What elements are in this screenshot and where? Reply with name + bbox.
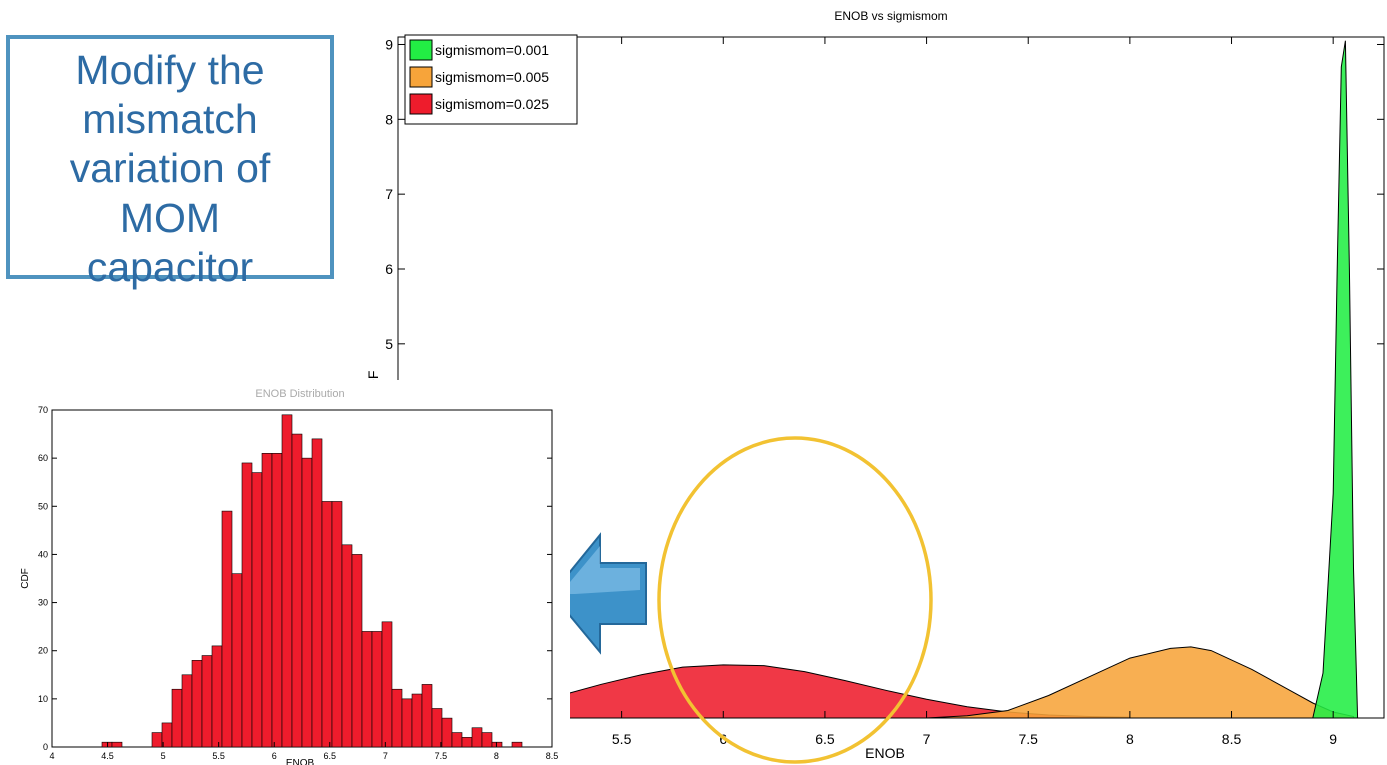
histogram-bar	[301, 457, 313, 748]
y-tick-label: 7	[385, 186, 393, 202]
histogram-bar	[351, 554, 363, 748]
histogram-bar	[411, 693, 423, 748]
x-tick-label: 5.5	[612, 731, 632, 747]
histogram-bar	[171, 688, 183, 748]
callout-line: mismatch	[82, 96, 258, 143]
histogram-bar	[481, 732, 493, 748]
histogram-bar	[421, 684, 433, 748]
inset-y-tick-label: 70	[38, 405, 48, 415]
histogram-bar	[371, 631, 383, 748]
histogram-bar	[431, 708, 443, 748]
histogram-bar	[491, 741, 503, 748]
x-tick-label: 7	[923, 731, 931, 747]
histogram-bar	[221, 510, 233, 748]
x-axis-label: ENOB	[865, 745, 905, 761]
highlight-circle	[657, 436, 933, 764]
legend: sigmismom=0.001 sigmismom=0.005 sigmismom=…	[404, 34, 578, 125]
inset-y-tick-label: 0	[43, 742, 48, 752]
histogram-bar	[441, 717, 453, 748]
histogram-bar	[111, 741, 123, 748]
inset-x-tick-label: 8.5	[546, 751, 559, 761]
chart-title: ENOB vs sigmismom	[834, 9, 947, 23]
histogram-bar	[461, 737, 473, 748]
histogram-bar	[291, 433, 303, 748]
callout-box	[6, 35, 334, 279]
legend-swatch	[409, 39, 433, 61]
inset-x-tick-label: 8	[494, 751, 499, 761]
series-area	[1312, 40, 1359, 719]
x-tick-label: 8.5	[1222, 731, 1242, 747]
inset-x-tick-label: 5.5	[212, 751, 225, 761]
x-tick-label: 7.5	[1018, 731, 1038, 747]
legend-label: sigmismom=0.005	[435, 69, 549, 85]
histogram-bar	[211, 645, 223, 748]
legend-label: sigmismom=0.025	[435, 96, 549, 112]
histogram-bar	[181, 674, 193, 748]
inset-y-tick-label: 30	[38, 598, 48, 608]
callout-line: MOM	[119, 194, 221, 241]
histogram-bar	[401, 698, 413, 748]
inset-y-tick-label: 20	[38, 646, 48, 656]
legend-swatch	[409, 93, 433, 115]
left-arrow-icon	[550, 532, 647, 655]
histogram-bar	[331, 501, 343, 748]
callout-line: variation of	[69, 145, 271, 192]
histogram-bar	[281, 414, 293, 748]
inset-x-tick-label: 4	[49, 751, 54, 761]
y-tick-label: 5	[385, 336, 393, 352]
callout-line: capacitor	[86, 243, 254, 290]
histogram-bar	[101, 741, 113, 748]
y-tick-label: 6	[385, 261, 393, 277]
arrow-body	[550, 532, 647, 655]
callout-text: Modify the mismatch variation of MOM cap…	[6, 46, 334, 292]
callout-line: Modify the	[75, 47, 265, 93]
inset-y-tick-label: 40	[38, 549, 48, 559]
y-tick-label: 8	[385, 111, 393, 127]
histogram-bar	[361, 631, 373, 748]
histogram-bar	[261, 453, 273, 748]
inset-x-tick-label: 5	[161, 751, 166, 761]
histogram-bar	[391, 688, 403, 748]
legend-box	[404, 34, 578, 125]
x-tick-label: 6.5	[815, 731, 835, 747]
histogram-bar	[511, 741, 523, 748]
histogram-bar	[201, 655, 213, 748]
histogram-bar	[231, 573, 243, 748]
inset-y-tick-label: 60	[38, 453, 48, 463]
histogram-bar	[471, 727, 483, 748]
arrow-highlight	[560, 546, 640, 594]
histogram-bar	[251, 472, 263, 748]
inset-y-tick-label: 50	[38, 501, 48, 511]
inset-x-tick-label: 6	[272, 751, 277, 761]
histogram-bar	[341, 544, 353, 748]
legend-label: sigmismom=0.001	[435, 42, 549, 58]
inset-title: ENOB Distribution	[255, 388, 344, 400]
histogram-bar	[321, 501, 333, 748]
histogram-bar	[381, 621, 393, 748]
inset-y-axis-label: CDF	[20, 568, 31, 589]
histogram-bar	[311, 438, 323, 748]
inset-y-tick-label: 10	[38, 694, 48, 704]
enob-distribution-chart: ENOB Distribution 0 10 20 30 40 50 60 70 4 4.5 5 5.5…	[0, 380, 570, 765]
histogram-bar	[241, 462, 253, 748]
y-tick-label: 9	[385, 36, 393, 52]
inset-x-tick-label: 6.5	[324, 751, 337, 761]
histogram-bar	[191, 660, 203, 748]
inset-x-tick-label: 7.5	[435, 751, 448, 761]
histogram-bar	[271, 453, 283, 748]
x-tick-label: 8	[1126, 731, 1134, 747]
x-tick-label: 9	[1329, 731, 1337, 747]
legend-swatch	[409, 66, 433, 88]
inset-x-tick-label: 4.5	[101, 751, 114, 761]
inset-x-axis-label: ENOB	[286, 758, 315, 765]
histogram-bar	[451, 732, 463, 748]
inset-x-tick-label: 7	[383, 751, 388, 761]
histogram-bar	[151, 732, 163, 748]
